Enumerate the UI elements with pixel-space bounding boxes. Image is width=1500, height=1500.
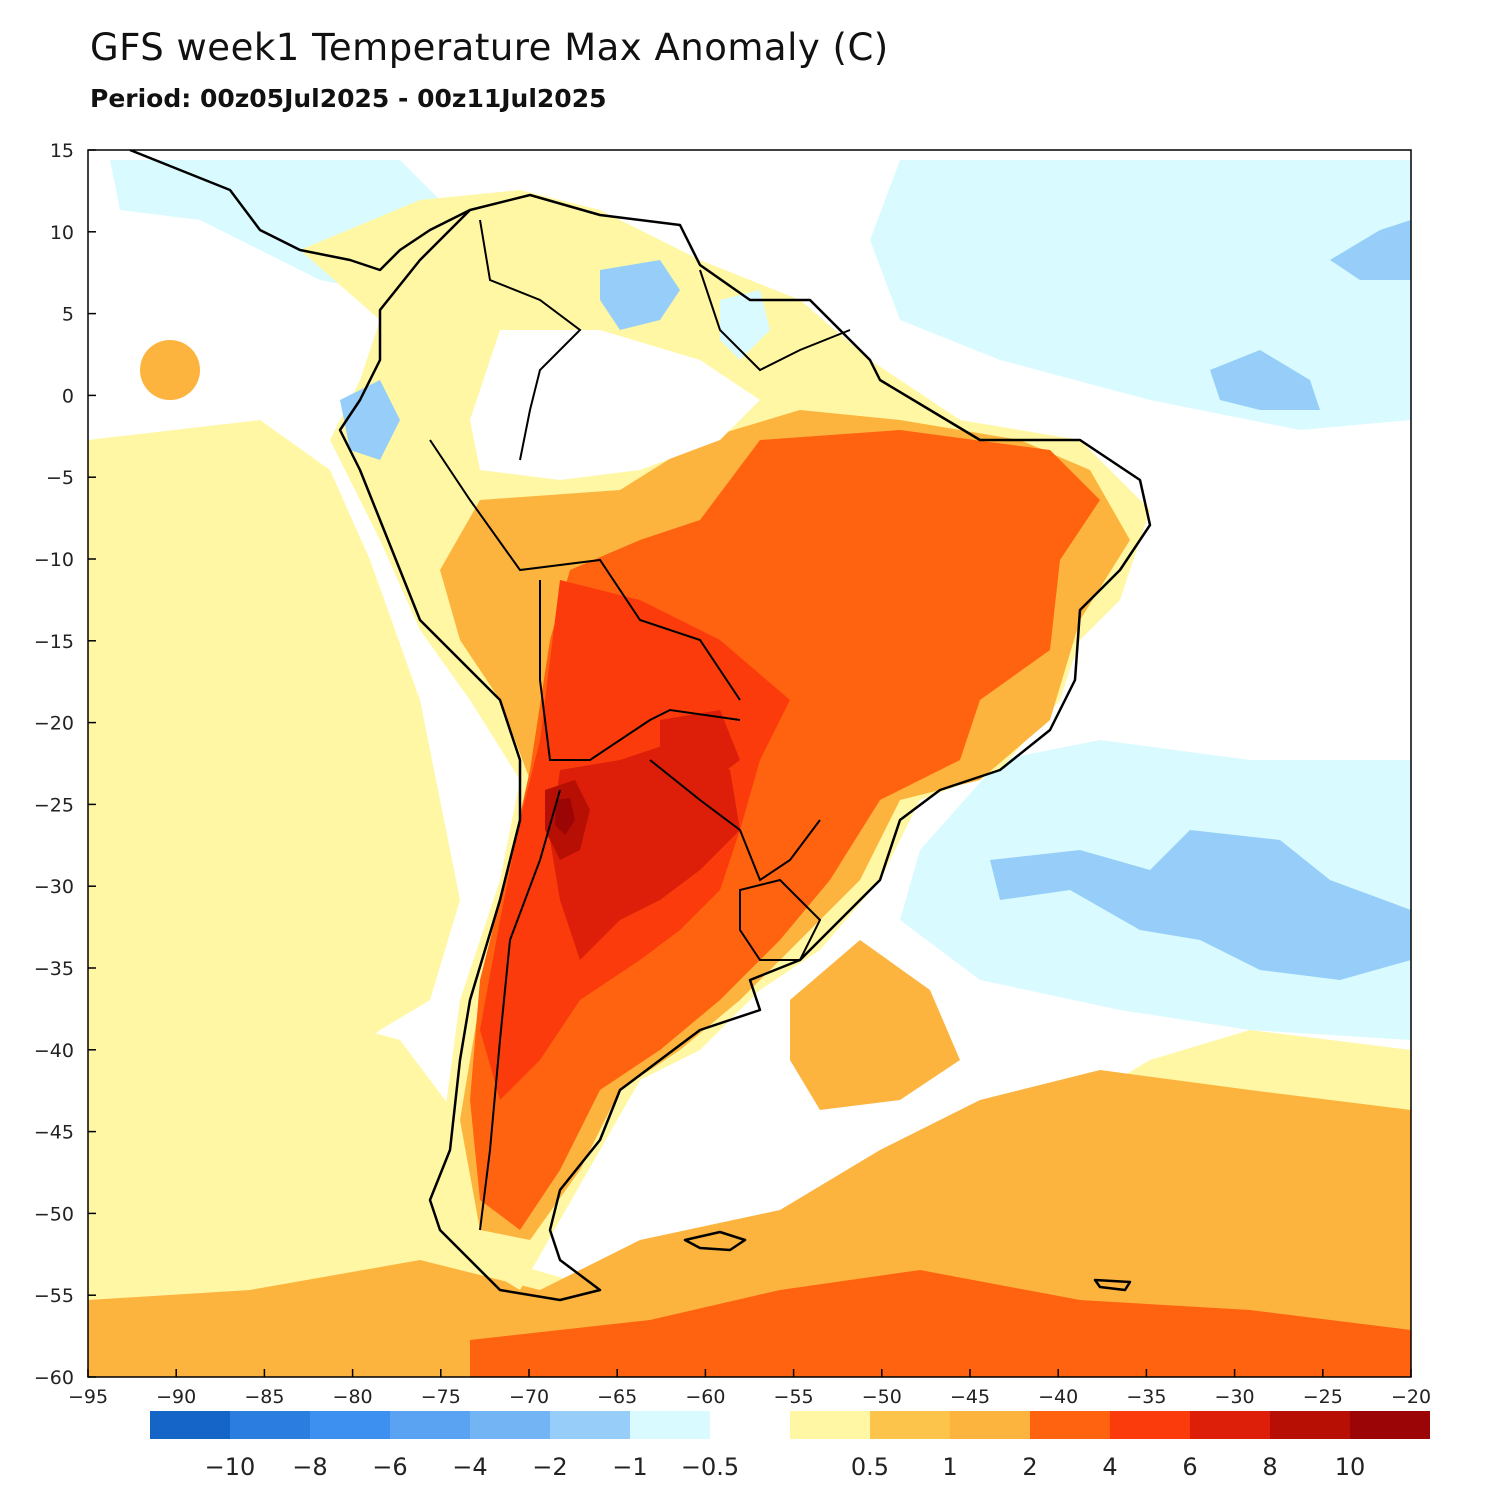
lon-tick-label: −40	[1038, 1386, 1078, 1408]
lon-tick-label: −60	[685, 1386, 725, 1408]
colorbar	[150, 1411, 1430, 1439]
southern-ocean-hot	[470, 1270, 1411, 1377]
colorbar-label: 4	[1102, 1453, 1117, 1481]
lon-tick-label: −55	[774, 1386, 814, 1408]
lon-tick-label: −50	[862, 1386, 902, 1408]
anomaly-field	[88, 150, 1411, 1377]
lon-tick-label: −80	[333, 1386, 373, 1408]
colorbar-label: 8	[1262, 1453, 1277, 1481]
colorbar-labels: −10 −8 −6 −4 −2 −1 −0.5 0.5 1 2 4 6 8 10	[205, 1453, 1366, 1481]
lat-tick-label: −40	[34, 1040, 74, 1062]
lat-tick-label: −10	[34, 549, 74, 571]
colorbar-label: −6	[372, 1453, 407, 1481]
atlantic-cold-region	[990, 830, 1411, 980]
lat-tick-label: 15	[50, 140, 74, 162]
central-america-coastline	[129, 150, 471, 272]
country-borders	[429, 219, 851, 1231]
colorbar-bin	[550, 1411, 630, 1439]
colorbar-label: −1	[612, 1453, 647, 1481]
colorbar-bin	[1110, 1411, 1190, 1439]
lat-tick-label: −50	[34, 1203, 74, 1225]
lat-tick-label: 5	[62, 304, 74, 326]
lon-tick-label: −75	[421, 1386, 461, 1408]
lon-tick-label: −35	[1126, 1386, 1166, 1408]
lon-tick-label: −30	[1215, 1386, 1255, 1408]
colorbar-label: −10	[205, 1453, 256, 1481]
colorbar-bin	[950, 1411, 1030, 1439]
colorbar-label: −2	[532, 1453, 567, 1481]
lat-tick-label: −35	[34, 958, 74, 980]
lon-tick-label: −45	[950, 1386, 990, 1408]
border-guianas	[699, 269, 851, 372]
border-argentina-chile	[479, 789, 561, 1231]
lat-tick-label: −60	[34, 1367, 74, 1389]
atlantic-cold-north	[1210, 350, 1320, 410]
lat-tick-label: −45	[34, 1122, 74, 1144]
falklands-coast	[683, 1230, 747, 1252]
colorbar-label: −8	[292, 1453, 327, 1481]
south-georgia-coast	[1093, 1278, 1132, 1292]
lat-tick-label: −15	[34, 631, 74, 653]
lat-tick-label: 0	[62, 385, 74, 407]
colorbar-label: 0.5	[851, 1453, 889, 1481]
venezuela-cool	[600, 260, 680, 330]
andes-north-cool	[340, 380, 400, 460]
colorbar-bin	[710, 1411, 790, 1439]
map-title: GFS week1 Temperature Max Anomaly (C)	[90, 26, 889, 69]
lat-tick-label: −20	[34, 713, 74, 735]
colorbar-label: 10	[1335, 1453, 1366, 1481]
colorbar-bin	[470, 1411, 550, 1439]
colorbar-bin	[390, 1411, 470, 1439]
lon-tick-label: −95	[68, 1386, 108, 1408]
andes-peak-core	[555, 798, 575, 835]
border-uruguay	[739, 878, 822, 961]
colorbar-bin	[790, 1411, 870, 1439]
colorbar-label: 1	[942, 1453, 957, 1481]
colorbar-bin	[1350, 1411, 1430, 1439]
colorbar-bin	[310, 1411, 390, 1439]
border-paraguay	[649, 759, 821, 882]
border-peru-brazil	[429, 439, 741, 701]
colorbar-bin	[230, 1411, 310, 1439]
lat-tick-label: −5	[46, 467, 74, 489]
border-colombia-venezuela	[479, 219, 582, 461]
lon-tick-label: −20	[1391, 1386, 1431, 1408]
lat-tick-label: −25	[34, 794, 74, 816]
lat-tick-label: 10	[50, 222, 74, 244]
coastlines	[129, 150, 1152, 1302]
latitude-axis: 15 10 5 0 −5 −10 −15 −20 −25 −30 −35 −40 −45 −50 −55 −6…	[34, 140, 96, 1389]
pacific-mild-region	[88, 420, 460, 1080]
colorbar-bin	[1190, 1411, 1270, 1439]
map-subtitle: Period: 00z05Jul2025 - 00z11Jul2025	[90, 84, 607, 113]
lon-tick-label: −25	[1303, 1386, 1343, 1408]
lon-tick-label: −65	[597, 1386, 637, 1408]
colorbar-label: 2	[1022, 1453, 1037, 1481]
lon-tick-label: −85	[244, 1386, 284, 1408]
lon-tick-label: −70	[509, 1386, 549, 1408]
map-frame	[87, 149, 1412, 1378]
colorbar-bin	[150, 1411, 230, 1439]
longitude-axis: −95 −90 −85 −80 −75 −70 −65 −60 −55 −50 −45 −40 −35 −…	[68, 1369, 1431, 1408]
lat-tick-label: −55	[34, 1285, 74, 1307]
atlantic-cold-east	[1330, 220, 1411, 280]
lon-tick-label: −90	[156, 1386, 196, 1408]
south-america-coastline	[338, 193, 1152, 1302]
colorbar-bin	[870, 1411, 950, 1439]
colorbar-bin	[630, 1411, 710, 1439]
colorbar-label: −0.5	[681, 1453, 739, 1481]
southern-ocean-warm-2	[790, 940, 960, 1110]
border-bolivia-chile	[539, 580, 741, 761]
colorbar-label: −4	[452, 1453, 487, 1481]
bolivia-extreme	[660, 710, 740, 790]
lat-tick-label: −30	[34, 876, 74, 898]
galapagos-warm-patch	[140, 340, 200, 400]
colorbar-label: 6	[1182, 1453, 1197, 1481]
colorbar-bin	[1270, 1411, 1350, 1439]
colorbar-bin	[1030, 1411, 1110, 1439]
